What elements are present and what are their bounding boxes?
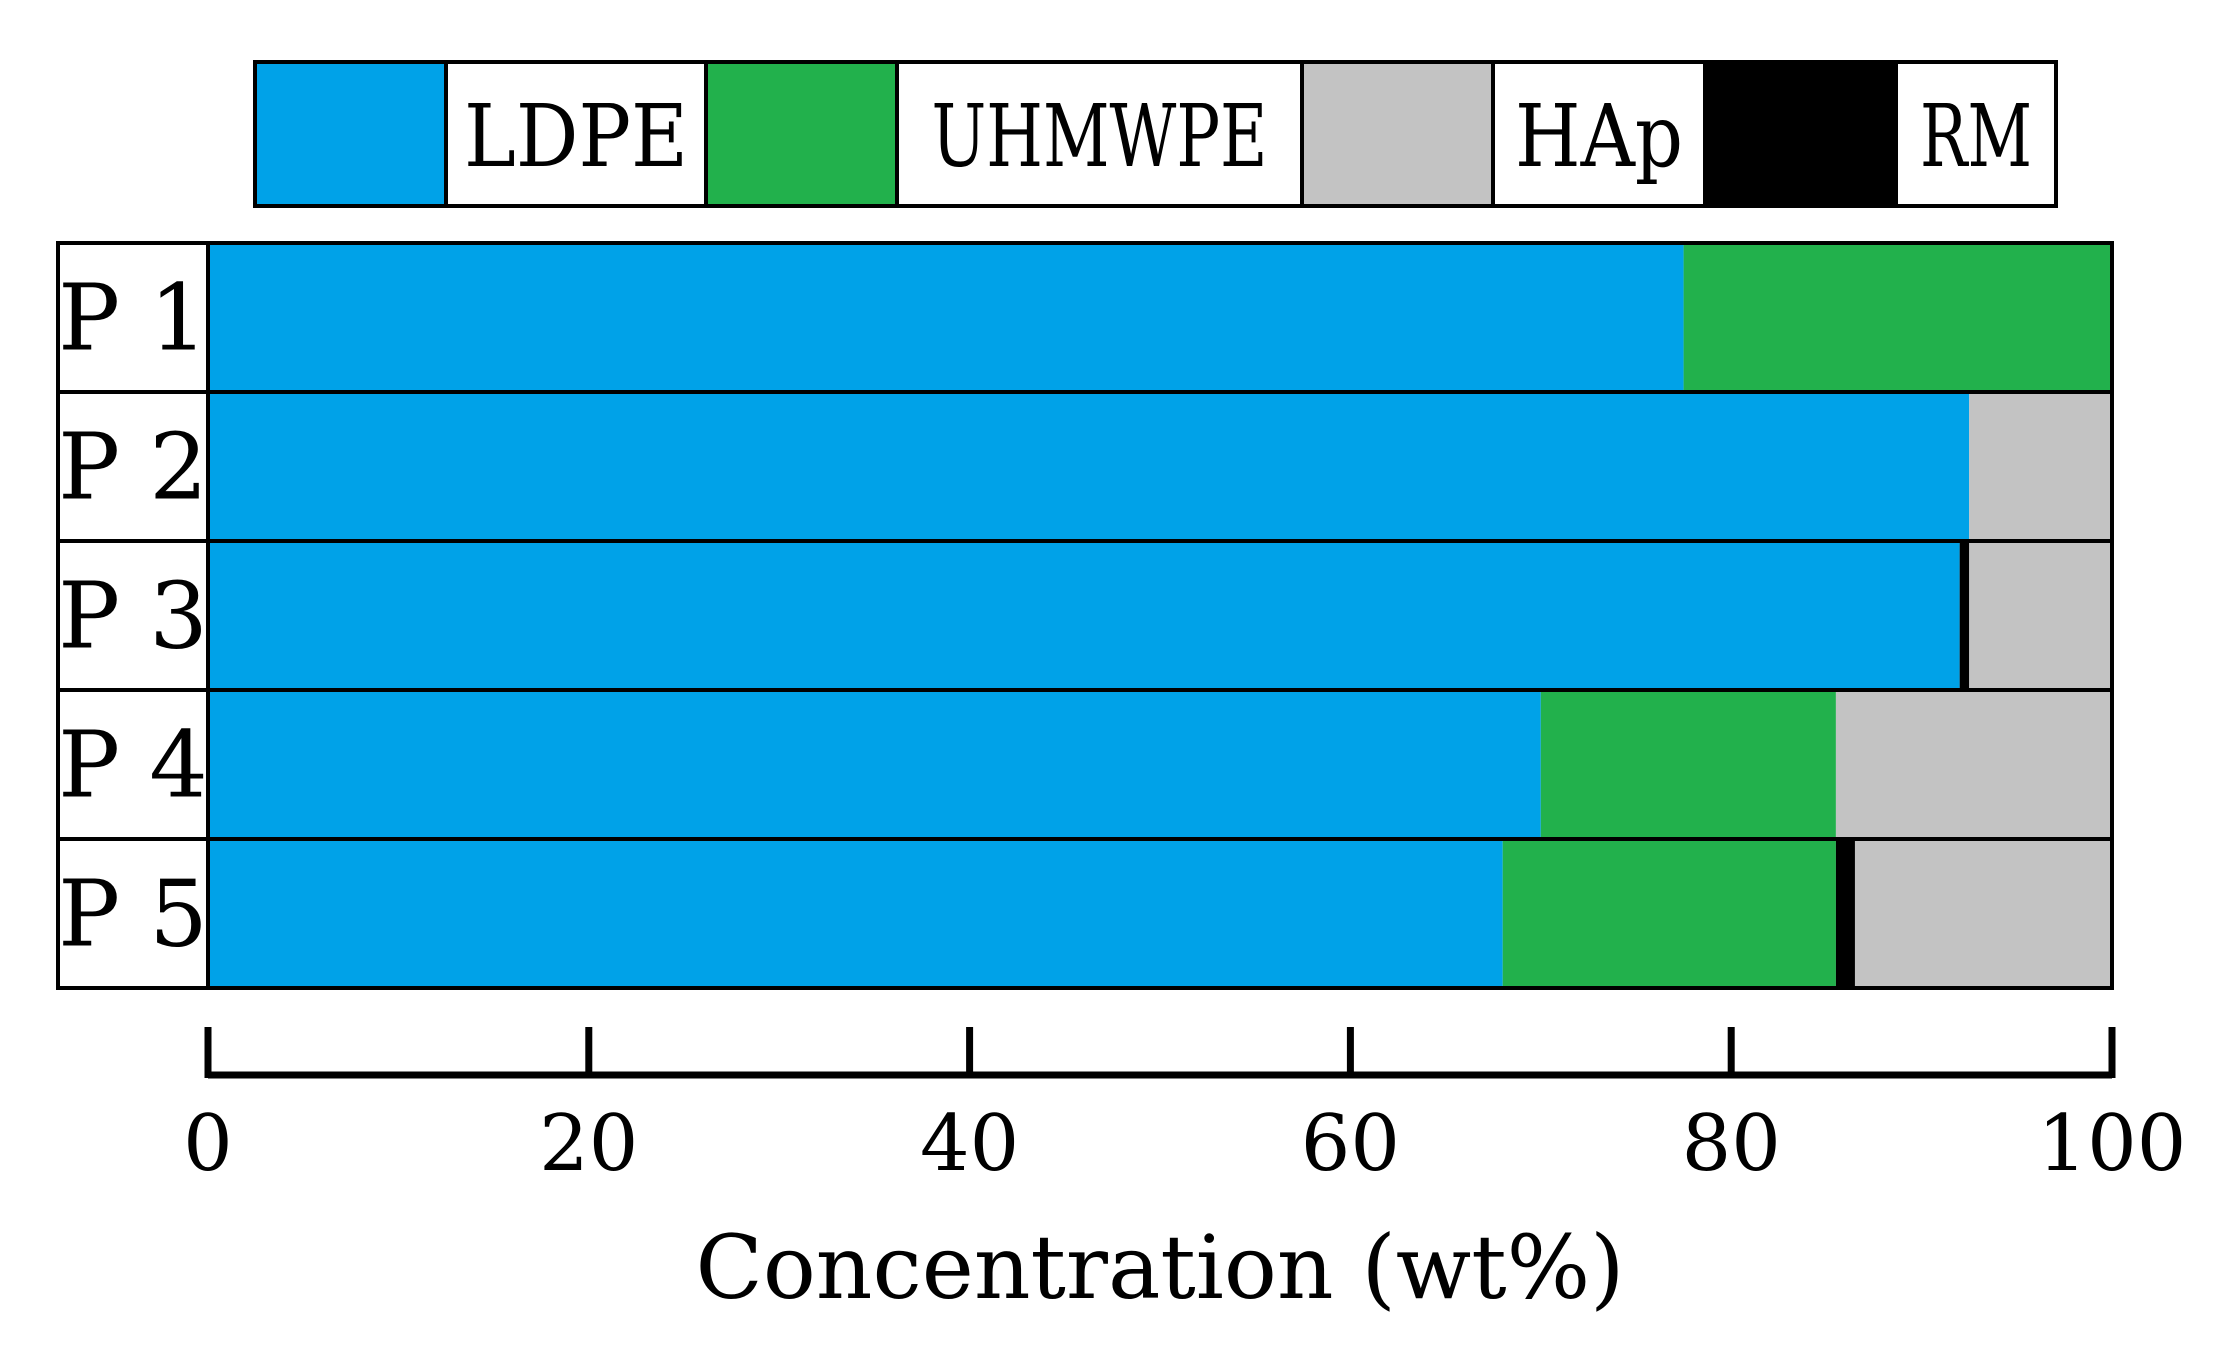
category-cell-p-3: [56, 539, 210, 692]
bar-segment-p-5-hap: [1854, 841, 2112, 986]
x-tick-label-40: 40: [920, 1099, 1019, 1189]
legend-label-hap: HAp: [1515, 87, 1683, 187]
legend-label-box-hap: [1491, 60, 1707, 208]
category-cell-p-5: [56, 837, 210, 990]
legend-label-box-ldpe: [444, 60, 708, 208]
x-axis: 0 20 40 60 80 100: [183, 1027, 2186, 1189]
bar-segment-p-1-ldpe: [208, 245, 1684, 390]
category-label-p-4: P 4: [58, 712, 208, 819]
x-tick-label-60: 60: [1301, 1099, 1400, 1189]
legend-label-box-uhmwpe: [895, 60, 1304, 208]
category-label-p-3: P 3: [58, 563, 208, 670]
legend-swatch-ldpe: [253, 60, 448, 208]
legend-swatch-uhmwpe: [704, 60, 899, 208]
legend-swatch-hap: [1300, 60, 1495, 208]
bar-segment-p-5-rm: [1835, 841, 1855, 986]
x-tick-label-80: 80: [1682, 1099, 1781, 1189]
bar-segment-p-4-hap: [1835, 692, 2112, 837]
x-tick-label-20: 20: [539, 1099, 638, 1189]
legend: LDPE UHMWPE HAp RM: [253, 60, 2058, 208]
bar-segment-p-3-ldpe: [208, 543, 1960, 688]
legend-label-ldpe: LDPE: [464, 87, 688, 187]
legend-label-uhmwpe: UHMWPE: [932, 87, 1268, 187]
category-cell-p-2: [56, 390, 210, 543]
bar-segment-p-5-ldpe: [208, 841, 1503, 986]
bar-segment-p-3-hap: [1969, 543, 2112, 688]
category-label-p-5: P 5: [58, 861, 208, 968]
category-label-p-2: P 2: [58, 414, 208, 521]
legend-label-box-rm: [1894, 60, 2058, 208]
bar-segment-p-3-rm: [1959, 543, 1970, 688]
bar-segment-p-4-uhmwpe: [1540, 692, 1836, 837]
bar-segment-p-1-uhmwpe: [1683, 245, 2112, 390]
legend-label-rm: RM: [1920, 87, 2032, 187]
x-tick-label-0: 0: [183, 1099, 233, 1189]
bar-segment-p-5-uhmwpe: [1502, 841, 1836, 986]
bar-segment-p-2-ldpe: [208, 394, 1970, 539]
x-axis-label: Concentration (wt%): [695, 1216, 1624, 1319]
legend-swatch-rm: [1703, 60, 1898, 208]
bar-segment-p-2-hap: [1969, 394, 2112, 539]
plot-area: P 1 P 2 P 3 P 4 P 5: [56, 241, 2114, 990]
bar-segment-p-4-ldpe: [208, 692, 1541, 837]
x-tick-label-100: 100: [2038, 1099, 2187, 1189]
category-label-p-1: P 1: [58, 265, 208, 372]
bar-row-outline-p-5: [206, 837, 2114, 990]
